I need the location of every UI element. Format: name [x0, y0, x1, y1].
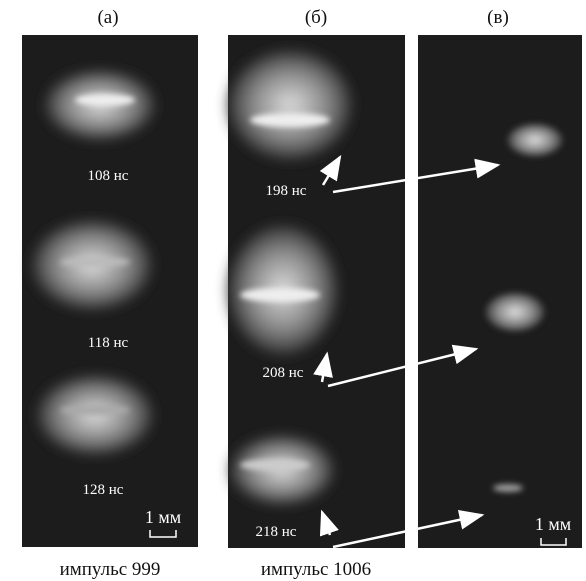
time-label: 108 нс: [88, 168, 129, 184]
panel-label: (а): [97, 7, 118, 28]
time-label: 118 нс: [88, 335, 129, 351]
time-label: 218 нс: [256, 524, 297, 540]
time-label: 198 нс: [266, 183, 307, 199]
panel-label: (б): [305, 7, 327, 28]
time-label: 208 нс: [263, 365, 304, 381]
caption: импульс 999: [60, 559, 161, 580]
caption: импульс 1006: [261, 559, 371, 580]
panel-c: [418, 35, 582, 548]
time-label: 128 нс: [83, 482, 124, 498]
figure: (а) (б) (в) 108 нс 118 нс 128 нс 198 нс …: [0, 0, 586, 581]
panel-label: (в): [487, 7, 509, 28]
scale-label: 1 мм: [145, 507, 181, 527]
scale-label: 1 мм: [535, 514, 571, 534]
